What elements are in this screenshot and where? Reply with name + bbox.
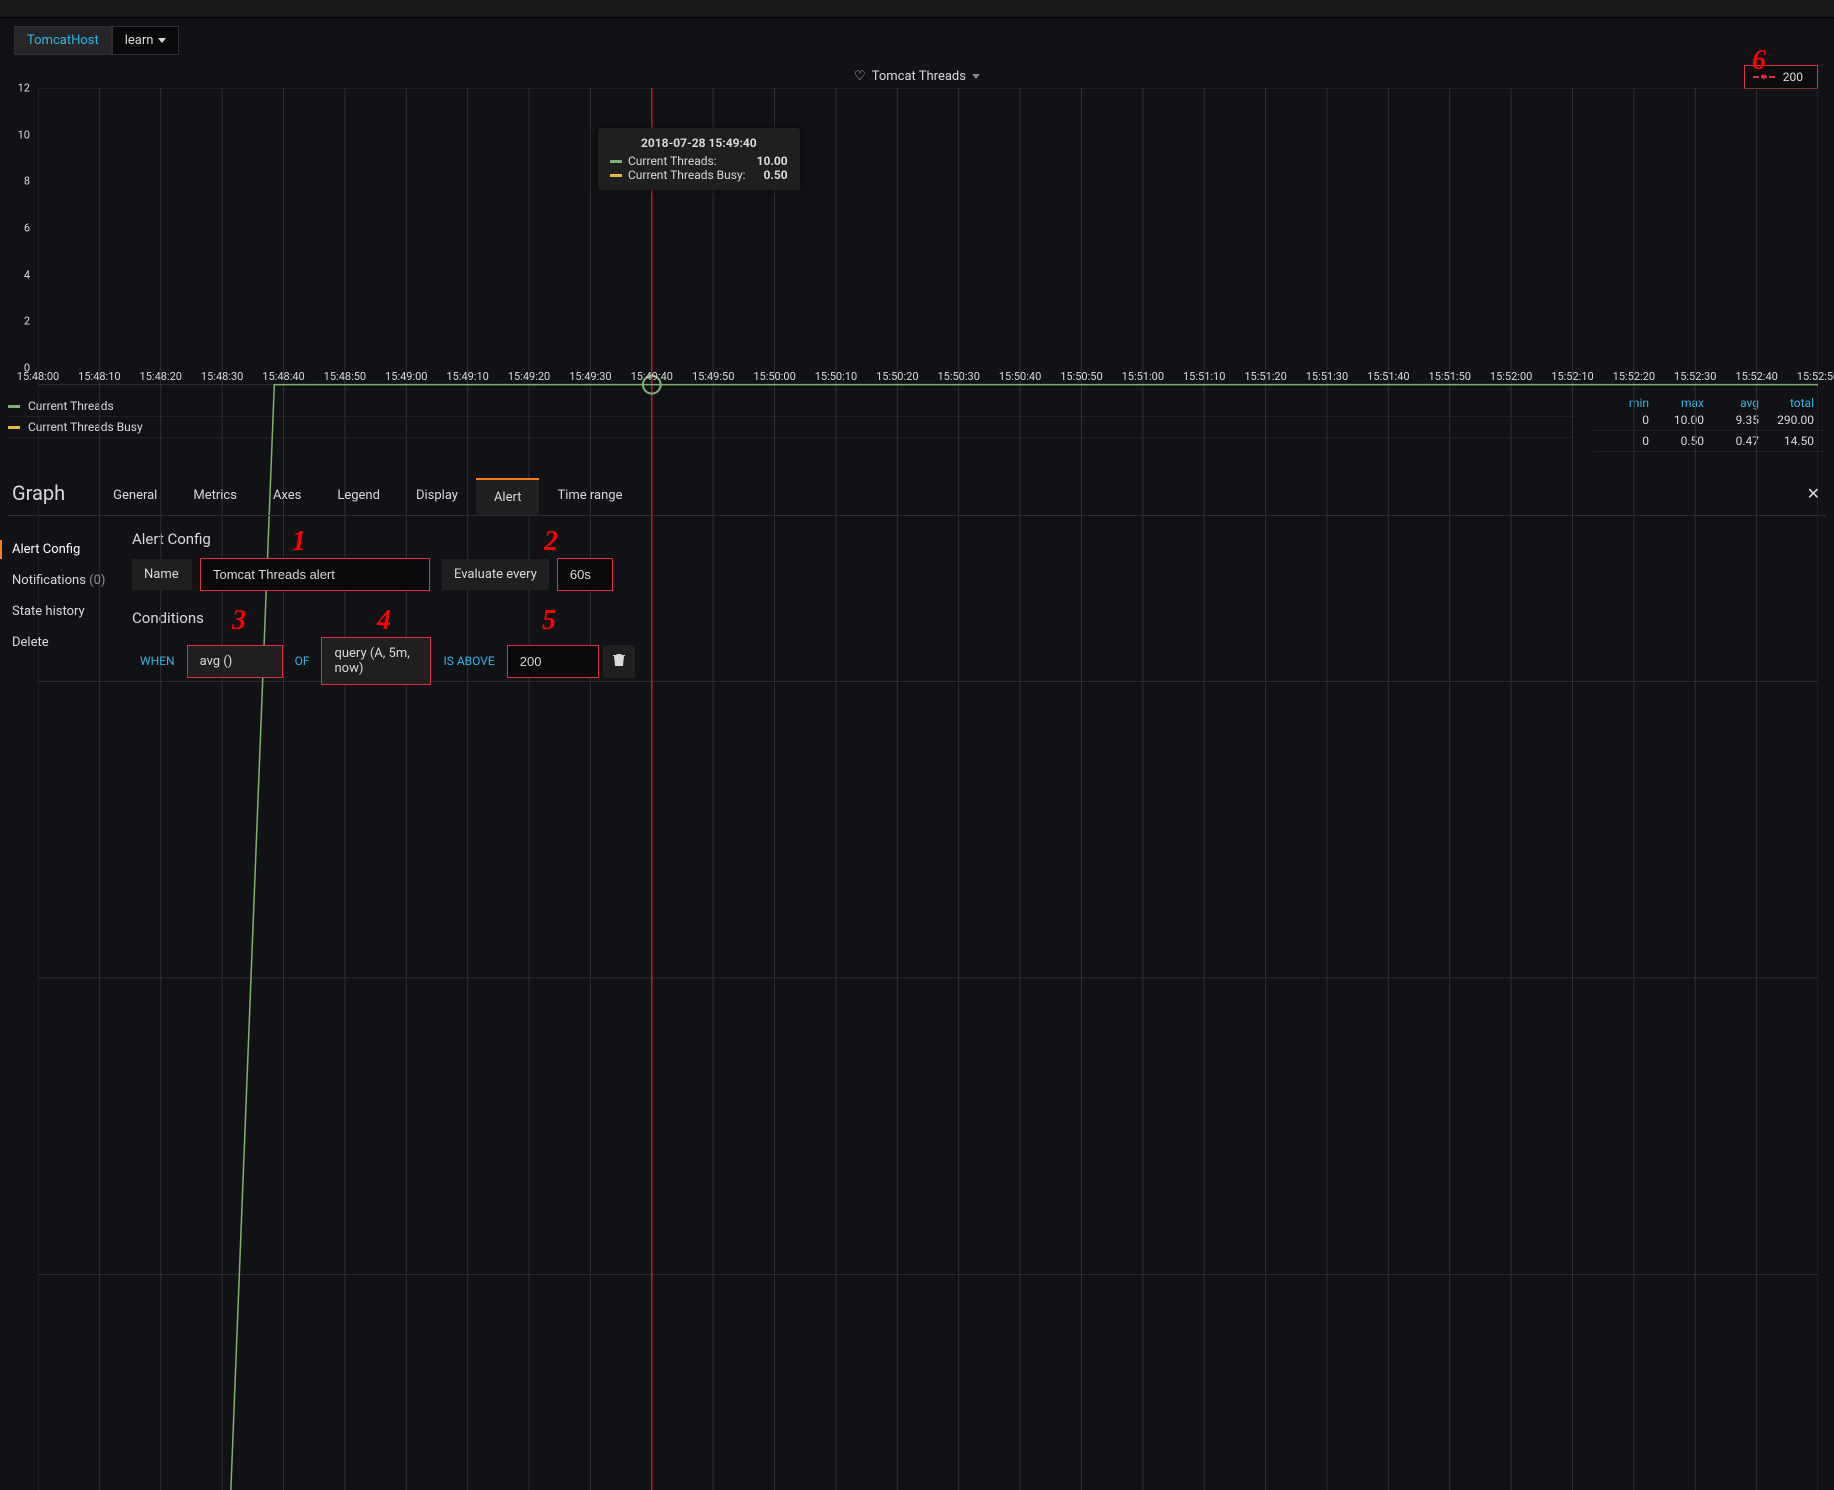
x-tick-label: 15:49:30 (569, 370, 611, 383)
aggregator-select[interactable]: avg () (187, 645, 283, 678)
alert-name-input[interactable] (200, 558, 430, 591)
trash-icon (613, 653, 625, 667)
chart[interactable]: 024681012 2018-07-28 15:49:40 Current Th… (8, 88, 1826, 388)
sidebar-item-state-history[interactable]: State history (8, 596, 118, 627)
breadcrumb-dashboard[interactable]: learn (112, 26, 180, 55)
tab-general[interactable]: General (95, 478, 175, 515)
threshold-input[interactable] (507, 645, 599, 678)
x-tick-label: 15:52:30 (1674, 370, 1716, 383)
x-tick-label: 15:50:10 (815, 370, 857, 383)
x-tick-label: 15:49:20 (508, 370, 550, 383)
x-tick-label: 15:48:30 (201, 370, 243, 383)
x-tick-label: 15:49:00 (385, 370, 427, 383)
x-tick-label: 15:48:50 (324, 370, 366, 383)
editor-title: Graph (8, 481, 95, 513)
x-tick-label: 15:51:00 (1122, 370, 1164, 383)
when-label: WHEN (132, 646, 183, 676)
tooltip-row: Current Threads Busy:0.50 (610, 168, 788, 182)
annotation-6: 6 (1752, 45, 1766, 77)
evaluate-every-input[interactable] (557, 558, 613, 591)
x-tick-label: 15:48:20 (140, 370, 182, 383)
tab-metrics[interactable]: Metrics (175, 478, 255, 515)
x-tick-label: 15:51:30 (1306, 370, 1348, 383)
panel-title-text: Tomcat Threads (872, 69, 966, 84)
tab-legend[interactable]: Legend (319, 478, 398, 515)
tab-time-range[interactable]: Time range (539, 478, 640, 515)
alert-name-row: Name 1 Evaluate every 2 (132, 558, 1826, 591)
x-tick-label: 15:48:10 (78, 370, 120, 383)
x-tick-label: 15:52:20 (1613, 370, 1655, 383)
sidebar-item-delete[interactable]: Delete (8, 627, 118, 658)
is-above-label: IS ABOVE (435, 646, 502, 676)
y-tick-label: 6 (24, 222, 30, 235)
series-swatch (8, 405, 20, 408)
condition-row: WHEN avg () 3 OF query (A, 5m, now) 4 IS… (132, 637, 1826, 685)
x-tick-label: 15:51:40 (1367, 370, 1409, 383)
x-tick-label: 15:50:20 (876, 370, 918, 383)
delete-condition-button[interactable] (603, 645, 635, 678)
x-tick-label: 15:48:00 (17, 370, 59, 383)
annotation-2: 2 (544, 526, 558, 558)
y-tick-label: 12 (18, 82, 30, 95)
y-tick-label: 2 (24, 315, 30, 328)
x-tick-label: 15:52:50 (1797, 370, 1834, 383)
breadcrumb-host[interactable]: TomcatHost (14, 26, 112, 55)
y-axis-labels: 024681012 (8, 88, 34, 368)
x-tick-label: 15:51:10 (1183, 370, 1225, 383)
x-tick-label: 15:50:00 (753, 370, 795, 383)
series-swatch (8, 426, 20, 429)
chart-tooltip: 2018-07-28 15:49:40 Current Threads:10.0… (598, 128, 800, 190)
x-tick-label: 15:52:00 (1490, 370, 1532, 383)
y-tick-label: 4 (24, 268, 30, 281)
threshold-value: 200 (1783, 70, 1803, 84)
alert-name-label: Name (132, 559, 192, 590)
x-tick-label: 15:51:20 (1244, 370, 1286, 383)
of-label: OF (287, 646, 318, 676)
x-tick-label: 15:50:50 (1060, 370, 1102, 383)
evaluate-every-label: Evaluate every (442, 559, 549, 590)
annotation-1: 1 (292, 526, 306, 558)
tab-axes[interactable]: Axes (255, 478, 319, 515)
x-axis-labels: 15:48:0015:48:1015:48:2015:48:3015:48:40… (38, 370, 1818, 388)
x-tick-label: 15:50:30 (937, 370, 979, 383)
x-tick-label: 15:49:10 (446, 370, 488, 383)
x-tick-label: 15:52:10 (1551, 370, 1593, 383)
x-tick-label: 15:49:50 (692, 370, 734, 383)
panel-menu-caret-icon (972, 74, 980, 79)
heart-icon: ♡ (854, 69, 866, 84)
x-tick-label: 15:49:40 (631, 370, 673, 383)
sidebar-item-alert-config[interactable]: Alert Config (8, 534, 118, 565)
annotation-5: 5 (542, 605, 556, 637)
query-select[interactable]: query (A, 5m, now) (321, 637, 431, 685)
chart-area: 2018-07-28 15:49:40 Current Threads:10.0… (38, 88, 1818, 368)
close-editor-button[interactable]: ✕ (1807, 484, 1820, 503)
tooltip-row: Current Threads:10.00 (610, 154, 788, 168)
tab-display[interactable]: Display (398, 478, 476, 515)
sidebar-item-notifications[interactable]: Notifications (0) (8, 565, 118, 596)
tab-alert[interactable]: Alert (476, 478, 540, 515)
breadcrumb: TomcatHost learn (0, 18, 1834, 63)
chart-svg (38, 88, 1818, 1490)
tooltip-time: 2018-07-28 15:49:40 (610, 136, 788, 150)
breadcrumb-dashboard-label: learn (125, 33, 154, 48)
x-tick-label: 15:51:50 (1429, 370, 1471, 383)
graph-panel: ♡ Tomcat Threads ♥ 200 6 024681012 2018-… (8, 63, 1826, 388)
top-bar (0, 0, 1834, 18)
y-tick-label: 10 (18, 128, 30, 141)
panel-title[interactable]: ♡ Tomcat Threads (8, 63, 1826, 88)
caret-down-icon (158, 38, 166, 43)
x-tick-label: 15:52:40 (1735, 370, 1777, 383)
y-tick-label: 8 (24, 175, 30, 188)
annotation-3: 3 (232, 605, 246, 637)
x-tick-label: 15:50:40 (999, 370, 1041, 383)
editor-tabs: Graph GeneralMetricsAxesLegendDisplayAle… (8, 478, 1826, 516)
x-tick-label: 15:48:40 (262, 370, 304, 383)
annotation-4: 4 (377, 605, 391, 637)
